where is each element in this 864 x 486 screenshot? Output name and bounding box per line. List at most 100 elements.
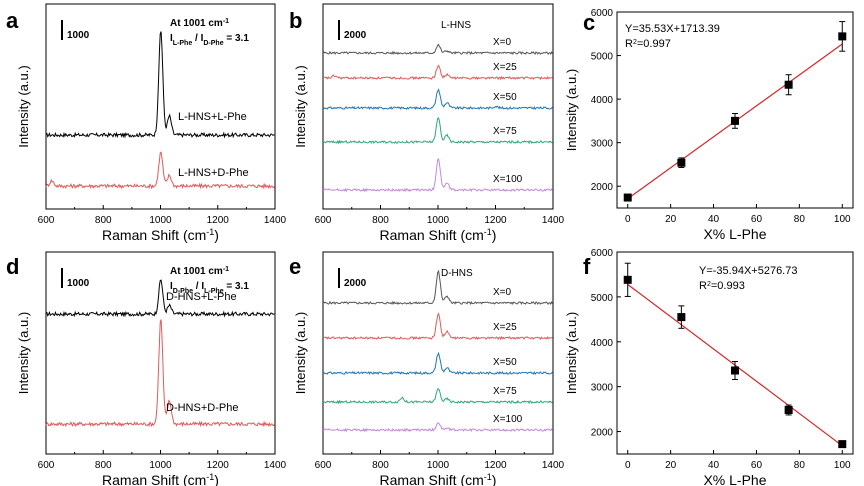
e-series-line-3 xyxy=(322,388,553,405)
b-series-line-2 xyxy=(322,88,553,111)
e-series-label-3: X=75 xyxy=(493,386,517,397)
b-xlabel: Raman Shift (cm-1) xyxy=(380,227,497,243)
d-xtick-label-4: 1400 xyxy=(264,460,287,471)
c-ytick-label-4: 6000 xyxy=(591,8,614,19)
e-ylabel: Intensity (a.u.) xyxy=(293,312,308,394)
f-ytick-label-0: 2000 xyxy=(591,428,614,439)
b-ylabel: Intensity (a.u.) xyxy=(293,65,308,147)
c-fit-r2: R2=0.997 xyxy=(625,38,671,50)
f-ytick-label-1: 3000 xyxy=(591,383,614,394)
a-annotation-ratio: IL-Phe / ID-Phe = 3.1 xyxy=(170,33,249,47)
panel-c: c 0 20 40 60 80 100 2000 3000 4000 5000 6000 X% L-Ph… xyxy=(564,8,854,242)
d-annotation-ratio: ID-Phe / IL-Phe = 3.1 xyxy=(170,281,249,295)
a-series-line-0 xyxy=(45,31,275,139)
c-xtick-label-4: 80 xyxy=(794,214,806,225)
d-ylabel: Intensity (a.u.) xyxy=(16,312,31,394)
f-data-point-1 xyxy=(677,313,686,322)
f-xtick-label-4: 80 xyxy=(794,460,806,471)
a-series-label-0: L-HNS+L-Phe xyxy=(178,111,247,123)
b-series-label-1: X=25 xyxy=(493,62,517,73)
c-xlabel: X% L-Phe xyxy=(703,226,766,242)
c-xtick-label-2: 40 xyxy=(708,214,720,225)
e-series-label-4: X=100 xyxy=(493,414,523,425)
c-xtick-label-5: 100 xyxy=(834,214,851,225)
e-series-line-4 xyxy=(322,422,553,433)
f-xtick-label-0: 0 xyxy=(625,460,631,471)
d-xtick-label-3: 1200 xyxy=(207,460,230,471)
a-scale-bar-label: 1000 xyxy=(67,30,90,41)
a-ylabel: Intensity (a.u.) xyxy=(16,65,31,147)
f-ylabel: Intensity (a.u.) xyxy=(564,312,579,394)
b-scale-bar-label: 2000 xyxy=(344,30,367,41)
panel-b: b 600 800 1000 1200 1400 Raman Shift (cm-1) Int… xyxy=(289,3,565,243)
e-series-label-0: X=0 xyxy=(493,287,512,298)
e-series-line-1 xyxy=(322,312,553,341)
f-ytick-label-2: 4000 xyxy=(591,338,614,349)
b-series-line-3 xyxy=(322,117,553,145)
d-series-line-1 xyxy=(45,319,275,428)
c-xtick-label-1: 20 xyxy=(665,214,677,225)
e-xtick-label-3: 1200 xyxy=(484,460,507,471)
panel-d: d 600 800 1000 1200 1400 Raman Shift (cm-1) Int… xyxy=(6,251,287,486)
a-xtick-label-4: 1400 xyxy=(264,215,287,226)
e-xtick-label-1: 800 xyxy=(372,460,389,471)
d-xtick-label-1: 800 xyxy=(95,460,112,471)
c-ylabel: Intensity (a.u.) xyxy=(564,69,579,151)
c-data-point-0 xyxy=(623,193,632,202)
panel-e: e 600 800 1000 1200 1400 Raman Shift (cm-1) Int… xyxy=(289,251,565,486)
b-xtick-label-2: 1000 xyxy=(427,215,450,226)
f-data-point-3 xyxy=(784,406,793,415)
b-series-label-0: X=0 xyxy=(493,37,512,48)
c-ytick-label-2: 4000 xyxy=(591,95,614,106)
b-series-line-4 xyxy=(322,158,553,193)
e-series-label-1: X=25 xyxy=(493,322,517,333)
d-xlabel: Raman Shift (cm-1) xyxy=(102,472,219,486)
c-data-point-3 xyxy=(784,80,793,89)
f-fit-r2: R2=0.993 xyxy=(699,280,745,292)
f-data-point-0 xyxy=(623,275,632,284)
e-xtick-label-0: 600 xyxy=(315,460,332,471)
panel-letter-a: a xyxy=(6,8,19,33)
f-xtick-label-3: 60 xyxy=(751,460,763,471)
d-xtick-label-0: 600 xyxy=(38,460,55,471)
c-ytick-label-0: 2000 xyxy=(591,182,614,193)
c-ytick-label-3: 5000 xyxy=(591,52,614,63)
b-group-label: L-HNS xyxy=(441,20,471,31)
d-annotation-title: At 1001 cm-1 xyxy=(170,266,229,278)
a-annotation-title: At 1001 cm-1 xyxy=(170,18,229,30)
d-scale-bar-label: 1000 xyxy=(67,278,90,289)
c-xtick-label-0: 0 xyxy=(625,214,631,225)
b-series-label-2: X=50 xyxy=(493,92,517,103)
b-xtick-label-4: 1400 xyxy=(542,215,565,226)
a-xtick-label-1: 800 xyxy=(95,215,112,226)
panel-f: f 0 20 40 60 80 100 2000 3000 4000 5000 6000 X% L-Ph… xyxy=(564,248,854,486)
b-series-label-3: X=75 xyxy=(493,126,517,137)
b-xtick-label-3: 1200 xyxy=(484,215,507,226)
e-series-line-2 xyxy=(322,351,553,376)
c-ytick-label-1: 3000 xyxy=(591,139,614,150)
e-xtick-label-2: 1000 xyxy=(427,460,450,471)
f-data-point-4 xyxy=(838,440,847,449)
d-series-label-1: D-HNS+D-Phe xyxy=(166,402,238,414)
panel-letter-d: d xyxy=(6,254,19,279)
a-xlabel: Raman Shift (cm-1) xyxy=(102,227,219,243)
b-xtick-label-0: 600 xyxy=(315,215,332,226)
e-group-label: D-HNS xyxy=(441,268,473,279)
c-data-point-1 xyxy=(677,158,686,167)
panel-letter-c: c xyxy=(583,10,595,35)
f-ytick-label-4: 6000 xyxy=(591,248,614,259)
c-fit-equation: Y=35.53X+1713.39 xyxy=(625,23,720,35)
panel-letter-b: b xyxy=(289,8,302,33)
f-frame xyxy=(616,251,854,455)
b-series-line-1 xyxy=(322,64,553,81)
panel-letter-e: e xyxy=(289,254,301,279)
panel-a: a 600 800 1000 1200 1400 Raman Shift (cm-1) Int… xyxy=(6,3,287,243)
f-xtick-label-1: 20 xyxy=(665,460,677,471)
a-xtick-label-0: 600 xyxy=(38,215,55,226)
b-series-line-0 xyxy=(322,43,553,56)
d-series-label-0: D-HNS+L-Phe xyxy=(166,291,237,303)
e-xlabel: Raman Shift (cm-1) xyxy=(380,472,497,486)
c-data-point-4 xyxy=(838,32,847,41)
a-xtick-label-3: 1200 xyxy=(207,215,230,226)
